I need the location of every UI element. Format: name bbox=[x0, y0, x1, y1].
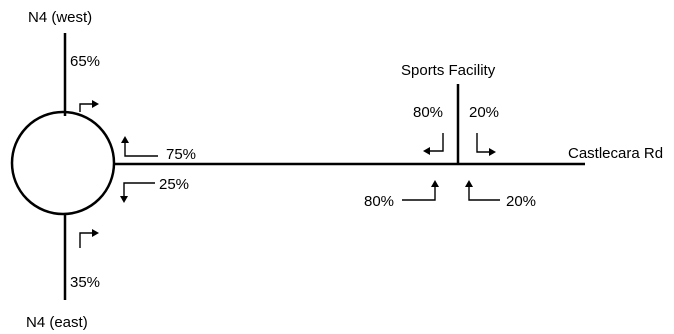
castlecara-rd-label: Castlecara Rd bbox=[568, 145, 663, 162]
n4-west-label: N4 (west) bbox=[28, 9, 92, 26]
sports-left-arrow bbox=[423, 133, 444, 155]
sports-right-percent: 20% bbox=[469, 104, 499, 121]
n4-east-label: N4 (east) bbox=[26, 314, 88, 331]
rd-left-percent: 80% bbox=[364, 193, 394, 210]
east-in-arrow bbox=[79, 229, 99, 248]
roundabout-to-rd-percent: 25% bbox=[159, 176, 189, 193]
east-in-percent: 35% bbox=[70, 274, 100, 291]
sports-right-arrow bbox=[476, 133, 496, 156]
rd-right-percent: 20% bbox=[506, 193, 536, 210]
west-in-arrow bbox=[79, 100, 99, 112]
roundabout bbox=[10, 110, 116, 216]
rd-right-arrow bbox=[465, 180, 500, 201]
rd-to-roundabout-percent: 75% bbox=[166, 146, 196, 163]
west-in-percent: 65% bbox=[70, 53, 100, 70]
roundabout-to-rd-arrow bbox=[120, 182, 155, 203]
sports-facility-label: Sports Facility bbox=[401, 62, 496, 79]
rd-left-arrow bbox=[402, 180, 439, 201]
rd-to-roundabout-arrow bbox=[121, 136, 158, 157]
sports-left-percent: 80% bbox=[413, 104, 443, 121]
